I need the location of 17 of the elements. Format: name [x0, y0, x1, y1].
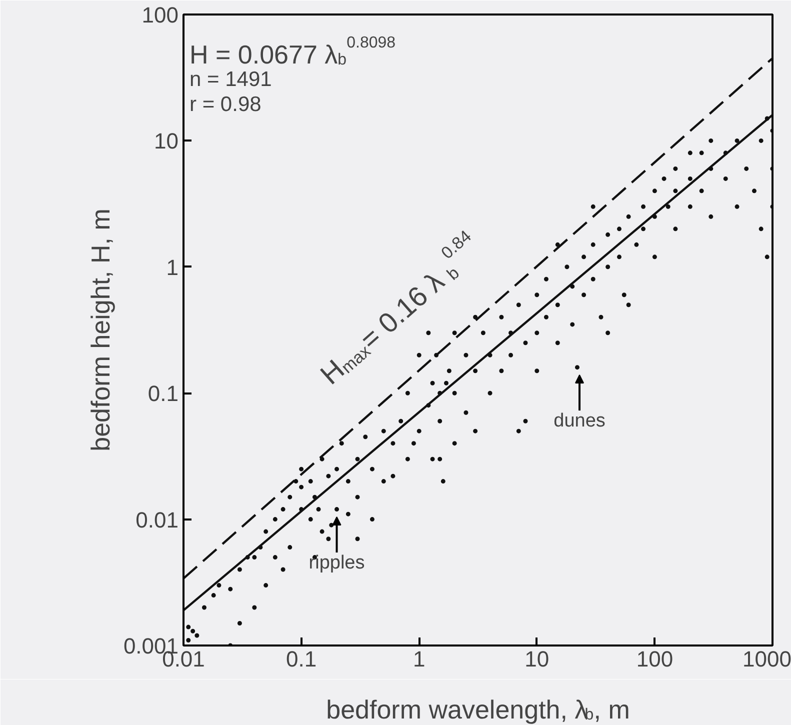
y-tick-label: 1	[166, 254, 179, 280]
y-tick-label: 10	[154, 128, 179, 154]
annotation: Hmax = 0.16 λb0.84	[314, 226, 475, 390]
y-tick-label: 100	[142, 2, 179, 28]
x-tick-label: 1000	[742, 646, 791, 672]
y-tick-label: 0.1	[148, 381, 179, 406]
x-tick-label: 10	[524, 646, 550, 672]
annotation: r = 0.98	[190, 93, 262, 116]
annotation: dunes	[554, 410, 606, 432]
annotation: n = 1491	[190, 68, 272, 91]
y-tick-label: 0.01	[136, 507, 179, 532]
y-axis-title: bedform height, H, m	[85, 208, 116, 452]
annotation: H = 0.0677 λb0.8098	[190, 34, 396, 70]
annotation: ripples	[308, 552, 365, 574]
x-tick-label: 100	[636, 646, 674, 672]
x-tick-label: 0.1	[286, 646, 317, 672]
x-tick-label: 1	[412, 646, 426, 672]
